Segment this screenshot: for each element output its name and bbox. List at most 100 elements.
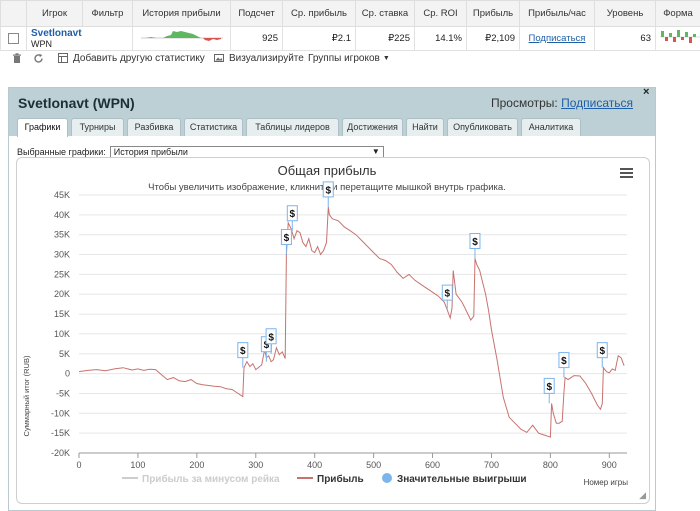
tab-tournaments[interactable]: Турниры (71, 118, 124, 136)
col-header-count[interactable]: Подсчет (230, 0, 283, 27)
big-win-flag-box (280, 229, 292, 246)
player-panel: Svetlonavt (WPN) Просмотры: Подписаться … (8, 87, 656, 511)
table-row: Svetlonavt WPN 925 ₽2.1 ₽225 14.1% ₽2,10… (0, 26, 700, 51)
row-checkbox[interactable] (8, 32, 19, 44)
stats-table: Игрок Фильтр История прибыли Подсчет Ср.… (0, 0, 700, 51)
checkbox-header (0, 0, 27, 27)
chart-series (78, 206, 625, 438)
dollar-icon: $ (325, 185, 331, 196)
tab-find[interactable]: Найти (406, 118, 444, 136)
add-statistic-button[interactable]: Добавить другую статистику (57, 53, 205, 64)
big-win-flag-box (265, 328, 277, 345)
tab-breakdown[interactable]: Разбивка (127, 118, 181, 136)
col-header-form[interactable]: Форма (655, 0, 700, 27)
legend-rake-label[interactable]: Прибыль за минусом рейка (142, 473, 280, 485)
col-header-profit[interactable]: Прибыль (466, 0, 520, 27)
tab-charts[interactable]: Графики (17, 118, 68, 137)
col-header-profit-history[interactable]: История прибыли (132, 0, 231, 27)
y-tick-label: 45K (54, 190, 70, 200)
y-tick-label: 25K (54, 269, 70, 279)
resize-grip-icon[interactable]: ◢ (639, 490, 646, 500)
y-tick-label: 15K (54, 309, 70, 319)
tab-analytics[interactable]: Аналитика (521, 118, 581, 136)
dollar-icon: $ (268, 332, 274, 343)
col-header-avg-stake[interactable]: Ср. ставка (355, 0, 415, 27)
tab-achievements[interactable]: Достижения (342, 118, 403, 136)
y-tick-label: 40K (54, 210, 70, 220)
add-statistic-label: Добавить другую статистику (73, 53, 205, 64)
count-cell: 925 (230, 26, 283, 51)
x-tick-label: 500 (366, 460, 381, 470)
big-win-flag-box (286, 205, 298, 222)
player-groups-dropdown[interactable]: Группы игроков ▼ (308, 53, 390, 64)
big-win-flag: $ (469, 233, 481, 259)
visualize-label: Визуализируйте (229, 53, 304, 64)
player-name-link[interactable]: Svetlonavt (31, 28, 82, 39)
stats-toolbar: Добавить другую статистику Визуализируйт… (0, 50, 700, 68)
profit-sparkline[interactable] (137, 28, 227, 46)
tab-statistics[interactable]: Статистика (184, 118, 243, 136)
dollar-icon: $ (472, 237, 478, 248)
legend-profit-label[interactable]: Прибыль (317, 473, 364, 485)
visualize-button[interactable]: Визуализируйте (213, 53, 304, 64)
y-tick-label: 10K (54, 329, 70, 339)
tab-leaderboards[interactable]: Таблицы лидеров (246, 118, 339, 136)
profit-history-cell (132, 26, 231, 51)
trash-icon[interactable] (12, 53, 22, 64)
y-tick-label: -15K (51, 428, 70, 438)
dollar-icon: $ (546, 382, 552, 393)
legend-bigwins-label[interactable]: Значительные выигрыши (397, 474, 527, 485)
y-tick-label: -20K (51, 448, 70, 458)
profit-chart[interactable]: Общая прибыль Чтобы увеличить изображени… (17, 158, 649, 503)
stats-header-row: Игрок Фильтр История прибыли Подсчет Ср.… (0, 0, 700, 27)
hamburger-menu-icon[interactable] (620, 168, 633, 178)
dollar-icon: $ (599, 346, 605, 357)
big-win-flag: $ (265, 328, 277, 354)
panel-header: Svetlonavt (WPN) Просмотры: Подписаться … (9, 88, 655, 137)
chart-axes: -20K -15K -10K -5K 0 5K 10K 15K 20K 25K 30K 35K 40K 4… (51, 190, 627, 470)
big-win-flag: $ (237, 342, 249, 368)
views-subscribe-link[interactable]: Подписаться (561, 96, 633, 110)
selected-charts-label: Выбранные графики: (17, 147, 106, 157)
col-header-avg-profit[interactable]: Ср. прибыль (282, 0, 356, 27)
panel-title: Svetlonavt (WPN) (18, 95, 135, 111)
player-cell: Svetlonavt WPN (26, 26, 133, 51)
chart-container: Общая прибыль Чтобы увеличить изображени… (16, 157, 650, 504)
refresh-icon[interactable] (33, 53, 44, 64)
col-header-avg-roi[interactable]: Ср. ROI (414, 0, 467, 27)
level-cell: 63 (594, 26, 656, 51)
form-cell (655, 26, 700, 51)
y-tick-label: -10K (51, 408, 70, 418)
chevron-down-icon: ▼ (382, 55, 390, 62)
y-tick-label: -5K (56, 388, 70, 398)
close-icon[interactable]: × (643, 86, 650, 98)
dollar-icon: $ (240, 346, 246, 357)
x-tick-label: 800 (543, 460, 558, 470)
x-tick-label: 700 (484, 460, 499, 470)
big-win-flag: $ (441, 284, 453, 311)
col-header-profit-per-hour[interactable]: Прибыль/час (519, 0, 595, 27)
col-header-filter[interactable]: Фильтр (82, 0, 133, 27)
chart-select-value: История прибыли (113, 147, 188, 157)
big-win-flag-box (237, 342, 249, 359)
x-axis-title: Номер игры (584, 478, 629, 487)
big-win-flag: $ (543, 377, 555, 404)
panel-views: Просмотры: Подписаться (491, 96, 633, 110)
big-win-flag-box (558, 352, 570, 369)
y-tick-label: 30K (54, 250, 70, 260)
avg-stake-cell: ₽225 (355, 26, 415, 51)
col-header-player[interactable]: Игрок (26, 0, 83, 27)
x-tick-label: 600 (425, 460, 440, 470)
x-tick-label: 0 (76, 460, 81, 470)
big-win-flag: $ (286, 205, 298, 231)
big-win-flag: $ (280, 229, 292, 255)
chart-title: Общая прибыль (278, 163, 377, 178)
subscribe-link[interactable]: Подписаться (528, 33, 586, 44)
x-tick-label: 200 (189, 460, 204, 470)
profit-per-hour-cell: Подписаться (519, 26, 595, 51)
tab-publish[interactable]: Опубликовать (447, 118, 518, 136)
col-header-level[interactable]: Уровень (594, 0, 656, 27)
big-wins-markers: $$$$$$$$$$$ (237, 181, 608, 404)
y-tick-label: 5K (59, 349, 70, 359)
profit-line (78, 206, 625, 438)
